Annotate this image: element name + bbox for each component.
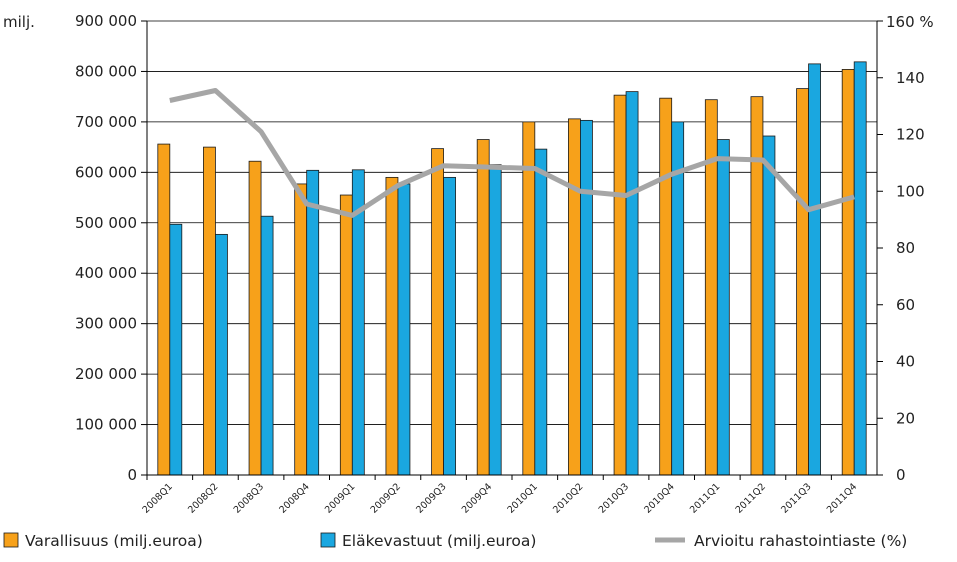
bar-elakevastuut bbox=[625, 91, 639, 476]
bar-elakevastuut bbox=[443, 176, 456, 476]
bar-elakevastuut bbox=[397, 183, 411, 476]
y-tick-label: 500 000 bbox=[75, 214, 137, 232]
bar-elakevastuut bbox=[716, 139, 730, 476]
y-tick-label: 900 000 bbox=[75, 12, 137, 30]
bar-elakevastuut bbox=[306, 169, 320, 476]
bar-elakevastuut bbox=[580, 119, 593, 476]
y-tick-label: 400 000 bbox=[75, 264, 137, 282]
y2-tick-label: 20 bbox=[896, 409, 915, 427]
y2-tick-label: 0 bbox=[896, 466, 906, 484]
axes bbox=[141, 20, 883, 480]
line-series-rahastointiaste bbox=[169, 88, 855, 218]
funding-ratio-line bbox=[169, 88, 855, 218]
y2-tick-label: 80 bbox=[896, 239, 915, 257]
bar-varallisuus bbox=[248, 160, 262, 476]
bar-elakevastuut bbox=[488, 164, 502, 476]
bar-varallisuus bbox=[522, 121, 536, 476]
bar-varallisuus bbox=[157, 143, 171, 476]
bar-varallisuus bbox=[339, 194, 353, 476]
bar-varallisuus bbox=[476, 139, 490, 476]
bar-varallisuus bbox=[294, 183, 308, 476]
bar-varallisuus bbox=[659, 97, 673, 476]
legend-swatch bbox=[3, 532, 19, 548]
y-tick-label: 200 000 bbox=[75, 365, 137, 383]
y2-tick-label: 140 bbox=[896, 69, 925, 87]
bar-elakevastuut bbox=[762, 135, 776, 476]
legend-swatch bbox=[320, 532, 336, 548]
bar-elakevastuut bbox=[169, 223, 183, 476]
bar-varallisuus bbox=[203, 146, 216, 476]
y2-tick-label: 60 bbox=[896, 296, 915, 314]
legend: Varallisuus (milj.euroa) Eläkevastuut (mi… bbox=[3, 532, 907, 550]
y-axis-ticks: 0 100 000 200 000 300 000 400 000 500 000 600 … bbox=[75, 12, 925, 484]
y-tick-label: 700 000 bbox=[75, 113, 137, 131]
y2-tick-label: 120 bbox=[896, 126, 925, 144]
bar-elakevastuut bbox=[215, 233, 228, 476]
legend-label: Varallisuus (milj.euroa) bbox=[25, 532, 203, 550]
bar-elakevastuut bbox=[260, 215, 274, 476]
bar-varallisuus bbox=[385, 176, 399, 476]
y-tick-label: 800 000 bbox=[75, 62, 137, 80]
y-axis-unit-left: milj. bbox=[3, 13, 35, 31]
y2-tick-label: 40 bbox=[896, 353, 915, 371]
bar-elakevastuut bbox=[808, 63, 821, 476]
bar-varallisuus bbox=[841, 69, 855, 476]
y2-tick-label: 100 bbox=[896, 182, 925, 200]
y-tick-label: 0 bbox=[127, 466, 137, 484]
bar-elakevastuut bbox=[534, 148, 548, 476]
legend-label: Arvioitu rahastointiaste (%) bbox=[694, 532, 907, 550]
bar-varallisuus bbox=[704, 99, 718, 476]
bar-varallisuus bbox=[431, 148, 444, 476]
y-tick-label: 100 000 bbox=[75, 416, 137, 434]
legend-label: Eläkevastuut (milj.euroa) bbox=[342, 532, 536, 550]
y-tick-label: 600 000 bbox=[75, 163, 137, 181]
bar-varallisuus bbox=[568, 118, 581, 476]
bar-varallisuus bbox=[613, 94, 627, 476]
bar-elakevastuut bbox=[853, 61, 867, 476]
y-axis-unit-right: 160 % bbox=[886, 13, 934, 31]
bar-varallisuus bbox=[796, 88, 809, 476]
bar-varallisuus bbox=[750, 96, 764, 476]
bars bbox=[157, 61, 867, 476]
y-tick-label: 300 000 bbox=[75, 315, 137, 333]
